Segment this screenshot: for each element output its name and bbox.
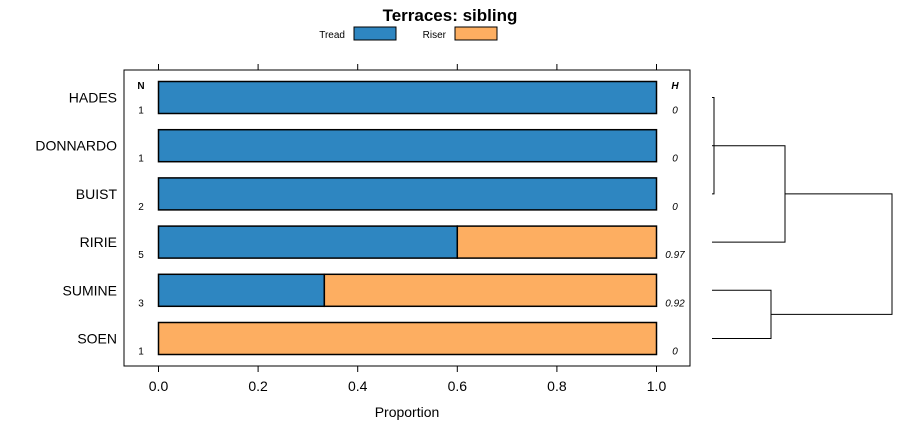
- category-label: BUIST: [76, 186, 118, 202]
- x-tick-label: 0.8: [547, 378, 567, 394]
- bar-riser-ririe: [456, 225, 658, 259]
- x-axis-title: Proportion: [375, 404, 440, 420]
- h-value: 0.92: [665, 298, 685, 309]
- chart-title: Terraces: sibling: [383, 6, 518, 25]
- x-tick-label: 0.6: [448, 378, 468, 394]
- h-value: 0: [672, 202, 678, 213]
- n-value: 5: [138, 250, 144, 261]
- dendrogram: [712, 97, 893, 339]
- n-column-header: N: [137, 81, 144, 92]
- n-value: 1: [138, 154, 144, 165]
- legend-label-tread: Tread: [319, 30, 345, 41]
- bar-tread-ririe: [157, 225, 459, 259]
- plot-frame: [123, 69, 691, 367]
- bar-tread-donnardo: [157, 128, 658, 163]
- x-tick-label: 0.0: [149, 378, 169, 394]
- category-label: SUMINE: [63, 282, 117, 298]
- h-value: 0: [672, 347, 678, 358]
- bar-riser-sumine: [323, 273, 658, 308]
- dendrogram-branch: [712, 289, 772, 339]
- category-label: SOEN: [77, 331, 117, 347]
- x-tick-label: 0.2: [248, 378, 268, 394]
- category-label: HADES: [69, 90, 117, 106]
- category-label: RIRIE: [80, 234, 117, 250]
- bars: [157, 80, 658, 356]
- legend-swatch-tread: [353, 26, 397, 41]
- x-tick-label: 0.4: [348, 378, 368, 394]
- legend-label-riser: Riser: [423, 30, 447, 41]
- n-value: 1: [138, 347, 144, 358]
- category-label: DONNARDO: [35, 138, 117, 154]
- h-value: 0.97: [665, 250, 685, 261]
- n-value: 3: [138, 298, 144, 309]
- bar-riser-soen: [157, 321, 658, 356]
- dendrogram-branch: [771, 193, 893, 315]
- n-value: 2: [138, 202, 144, 213]
- dendrogram-branch: [712, 145, 786, 243]
- x-axis: 0.0 0.2 0.4 0.6 0.8 1.0: [149, 64, 667, 394]
- row-labels: HADES 1 0 DONNARDO 1 0 BUIST 2 0 RIRIE 5 0.97 SUMINE…: [35, 90, 685, 358]
- legend-swatch-riser: [454, 26, 498, 41]
- x-tick-label: 1.0: [647, 378, 667, 394]
- bar-tread-sumine: [157, 273, 326, 308]
- bar-tread-buist: [157, 177, 658, 211]
- h-value: 0: [672, 106, 678, 117]
- h-value: 0: [672, 154, 678, 165]
- bar-tread-hades: [157, 80, 658, 115]
- n-value: 1: [138, 106, 144, 117]
- h-column-header: H: [671, 81, 679, 92]
